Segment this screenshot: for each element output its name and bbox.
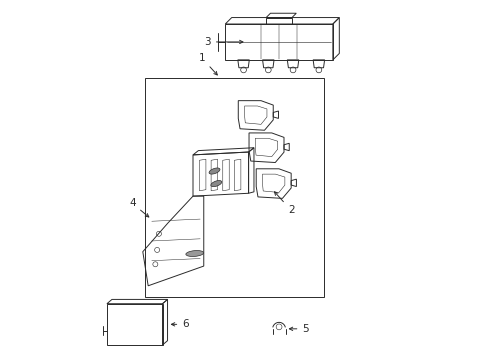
- Text: 2: 2: [274, 192, 294, 216]
- Text: 3: 3: [204, 37, 243, 47]
- Ellipse shape: [209, 168, 220, 174]
- Text: 6: 6: [172, 319, 189, 329]
- Text: 5: 5: [290, 324, 309, 334]
- Ellipse shape: [211, 180, 222, 186]
- Ellipse shape: [186, 251, 204, 256]
- Text: 1: 1: [198, 53, 217, 75]
- Bar: [145, 78, 324, 297]
- Text: 4: 4: [129, 198, 149, 217]
